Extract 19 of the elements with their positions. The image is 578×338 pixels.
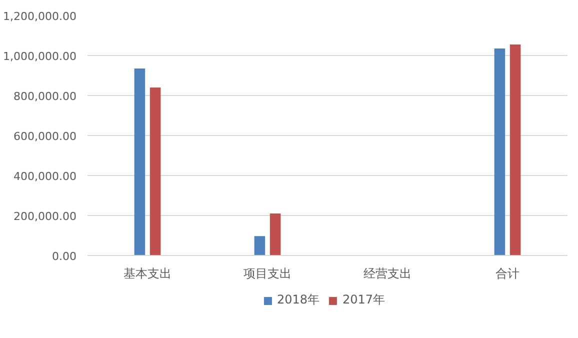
legend-label: 2018年: [276, 292, 320, 308]
bar: [270, 214, 281, 256]
bar: [134, 68, 146, 256]
y-tick-label: 200,000.00: [14, 210, 77, 223]
x-tick-label: 合计: [496, 266, 520, 280]
y-tick-label: 600,000.00: [14, 130, 77, 143]
y-tick-label: 400,000.00: [14, 170, 77, 183]
bar: [510, 44, 521, 256]
y-tick-label: 1,000,000.00: [3, 50, 77, 63]
y-tick-label: 1,200,000.00: [3, 10, 77, 23]
x-tick-label: 基本支出: [124, 266, 172, 280]
y-tick-label: 0.00: [52, 250, 77, 263]
x-tick-label: 经营支出: [364, 266, 412, 280]
y-tick-label: 800,000.00: [14, 90, 77, 103]
legend-label: 2017年: [342, 292, 386, 308]
bar: [254, 236, 266, 256]
bar: [150, 88, 161, 256]
bar: [494, 48, 506, 256]
x-tick-label: 项目支出: [244, 266, 292, 280]
